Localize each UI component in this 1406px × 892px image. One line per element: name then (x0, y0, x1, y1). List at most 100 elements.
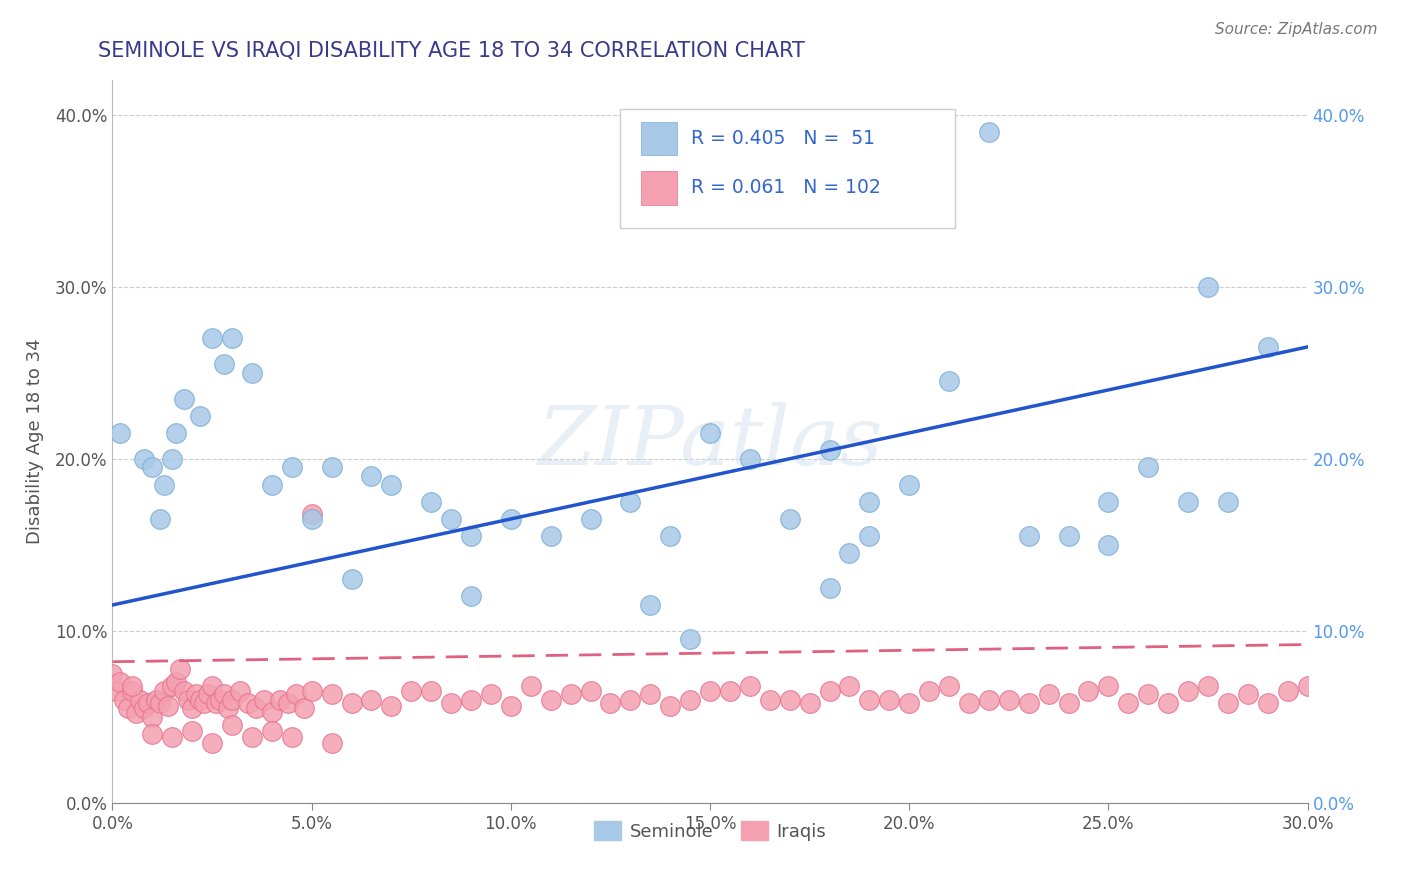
Point (619, 494, 641, 508)
Point (260, 477, 283, 491)
Point (858, 529, 880, 543)
Point (321, 460, 343, 475)
Point (240, 731, 263, 745)
Text: ZIPatlas: ZIPatlas (537, 401, 883, 482)
Point (1057, 696, 1080, 710)
Point (977, 692, 1000, 706)
Text: Source: ZipAtlas.com: Source: ZipAtlas.com (1215, 22, 1378, 37)
Point (121, 684, 143, 698)
Point (201, 331, 224, 345)
Point (838, 546, 860, 560)
Point (499, 699, 522, 714)
Point (153, 477, 176, 491)
Point (957, 696, 980, 710)
Point (188, 692, 211, 706)
Point (114, 692, 135, 706)
Point (340, 572, 363, 586)
Point (779, 512, 801, 526)
Point (301, 684, 323, 698)
Point (1077, 684, 1099, 698)
Point (838, 679, 860, 693)
Point (186, 687, 208, 701)
Point (799, 696, 821, 710)
Point (977, 125, 1000, 139)
Point (197, 687, 219, 701)
Point (1296, 679, 1319, 693)
Point (877, 692, 901, 706)
Point (141, 710, 163, 724)
Point (579, 684, 602, 698)
Point (659, 529, 682, 543)
Point (918, 684, 941, 698)
Point (560, 687, 582, 701)
Point (460, 692, 482, 706)
Point (1157, 696, 1180, 710)
Point (460, 529, 482, 543)
Point (110, 425, 132, 440)
Point (738, 679, 761, 693)
Point (540, 529, 562, 543)
Point (858, 494, 880, 508)
Point (1018, 696, 1040, 710)
Point (898, 477, 921, 491)
Point (173, 392, 195, 406)
Point (221, 331, 243, 345)
Point (659, 699, 682, 714)
Point (759, 692, 782, 706)
Point (269, 692, 291, 706)
Point (699, 425, 721, 440)
Point (679, 692, 702, 706)
Point (212, 357, 235, 371)
Text: R = 0.405   N =  51: R = 0.405 N = 51 (692, 129, 876, 148)
Point (679, 632, 702, 647)
Point (599, 696, 621, 710)
Point (440, 512, 463, 526)
Point (205, 696, 228, 710)
Point (149, 696, 172, 710)
Point (1137, 687, 1160, 701)
Point (1216, 696, 1239, 710)
Point (699, 684, 721, 698)
Point (212, 687, 235, 701)
Point (499, 512, 522, 526)
Point (818, 581, 841, 595)
Point (181, 701, 204, 715)
Point (738, 451, 761, 466)
Point (245, 701, 267, 715)
Point (1216, 494, 1239, 508)
Point (360, 469, 382, 483)
Point (281, 460, 304, 475)
Point (153, 684, 176, 698)
Point (1237, 687, 1260, 701)
Point (1038, 687, 1060, 701)
Point (818, 443, 841, 458)
Point (236, 696, 259, 710)
Point (129, 692, 152, 706)
Point (110, 675, 132, 690)
Point (340, 696, 363, 710)
Point (240, 366, 263, 380)
Point (1257, 340, 1279, 354)
FancyBboxPatch shape (620, 109, 955, 228)
Point (292, 701, 315, 715)
Point (1118, 696, 1140, 710)
Text: R = 0.061   N = 102: R = 0.061 N = 102 (692, 178, 882, 197)
Legend: Seminole, Iraqis: Seminole, Iraqis (586, 814, 834, 848)
Point (193, 696, 215, 710)
Point (209, 692, 232, 706)
Point (640, 687, 662, 701)
Point (260, 723, 283, 738)
Point (1197, 679, 1219, 693)
Point (858, 692, 880, 706)
Point (157, 699, 180, 714)
Point (619, 692, 641, 706)
Point (818, 684, 841, 698)
Point (221, 718, 243, 732)
Point (105, 684, 128, 698)
Point (579, 512, 602, 526)
Bar (641, 121, 678, 155)
Point (229, 684, 252, 698)
Point (117, 701, 139, 715)
Point (260, 705, 283, 719)
Point (938, 375, 960, 389)
